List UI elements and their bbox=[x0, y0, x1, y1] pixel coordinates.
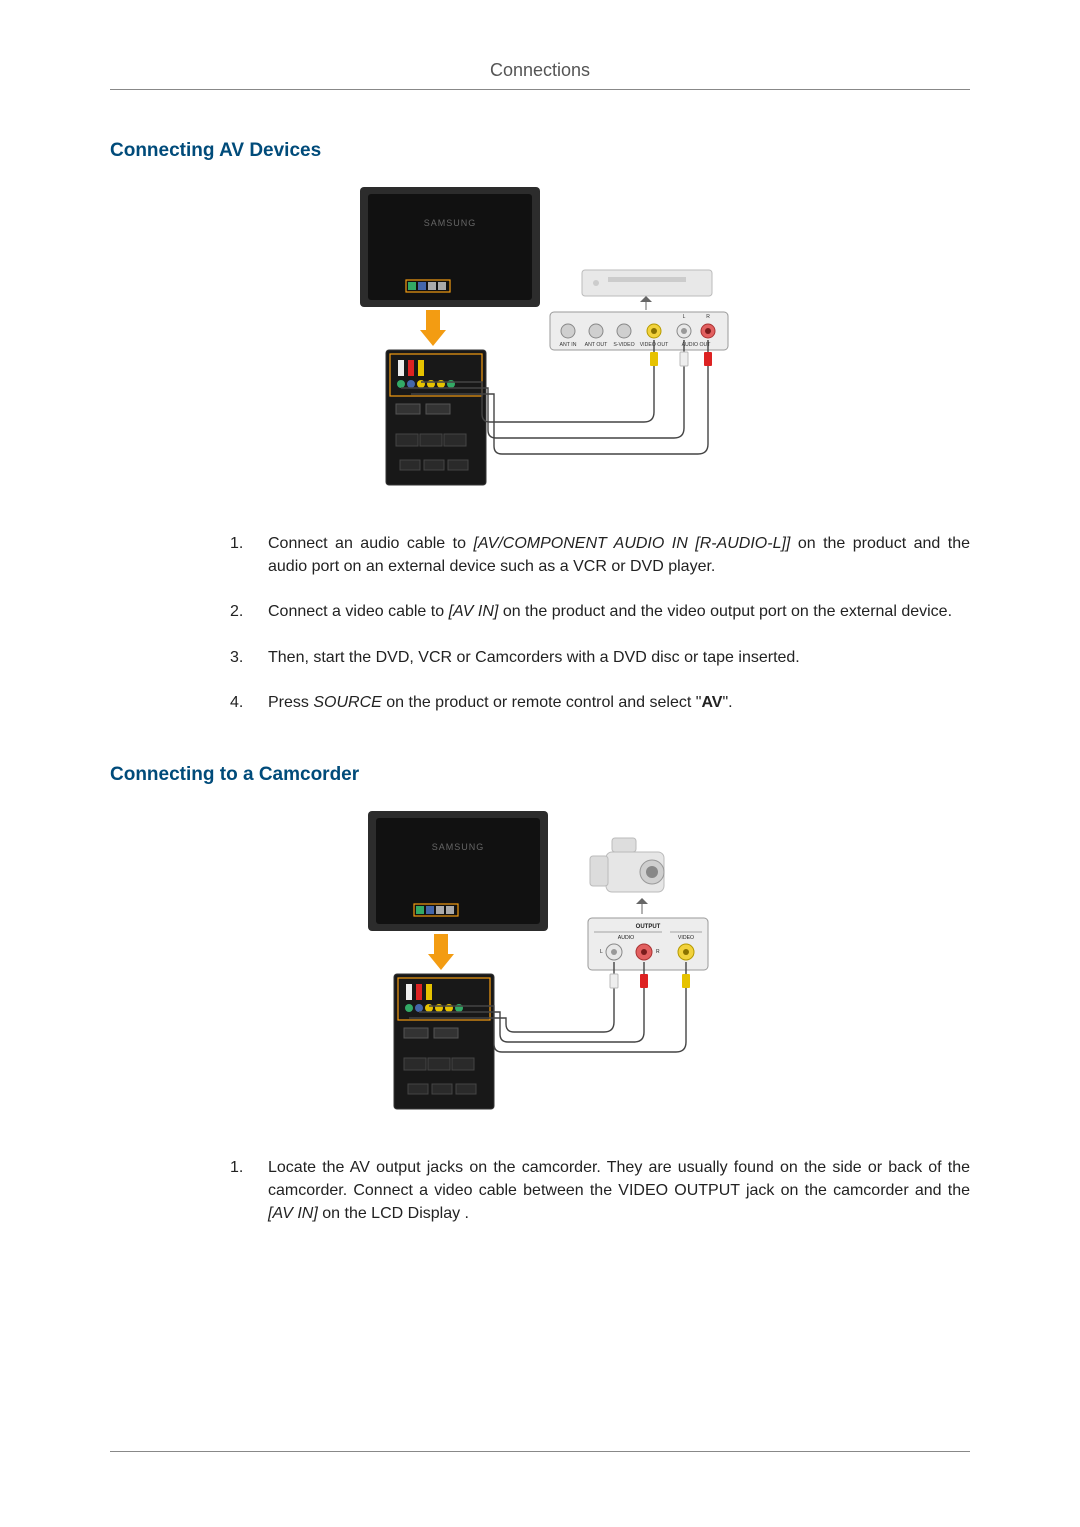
svg-text:L: L bbox=[683, 314, 686, 320]
svg-text:ANT OUT: ANT OUT bbox=[585, 342, 609, 348]
steps-av-devices: Connect an audio cable to [AV/COMPONENT … bbox=[230, 532, 970, 714]
svg-text:S-VIDEO: S-VIDEO bbox=[613, 342, 634, 348]
step-item: Connect an audio cable to [AV/COMPONENT … bbox=[230, 532, 970, 578]
page: Connections Connecting AV Devices SAMSUN… bbox=[0, 0, 1080, 1527]
svg-text:SAMSUNG: SAMSUNG bbox=[424, 218, 477, 228]
section-heading-av-devices: Connecting AV Devices bbox=[110, 140, 970, 162]
step-em: [AV/COMPONENT AUDIO IN [R-AUDIO-L]] bbox=[473, 535, 797, 552]
svg-text:SAMSUNG: SAMSUNG bbox=[432, 842, 485, 852]
step-text: Press bbox=[268, 694, 313, 711]
svg-text:AUDIO OUT: AUDIO OUT bbox=[682, 342, 712, 348]
figure-camcorder-svg: SAMSUNG bbox=[360, 806, 720, 1116]
step-item: Then, start the DVD, VCR or Camcorders w… bbox=[230, 646, 970, 669]
figure-camcorder: SAMSUNG bbox=[110, 806, 970, 1116]
svg-text:R: R bbox=[706, 314, 710, 320]
step-text: on the LCD Display . bbox=[322, 1205, 469, 1222]
svg-text:OUTPUT: OUTPUT bbox=[636, 924, 661, 930]
svg-text:ANT IN: ANT IN bbox=[560, 342, 577, 348]
step-text: on the product and the video output port… bbox=[503, 603, 952, 620]
step-item: Press SOURCE on the product or remote co… bbox=[230, 691, 970, 714]
step-em: SOURCE bbox=[313, 694, 386, 711]
step-text: Connect an audio cable to bbox=[268, 535, 473, 552]
svg-text:VIDEO: VIDEO bbox=[678, 935, 694, 941]
step-text: ". bbox=[722, 694, 732, 711]
step-bold: AV bbox=[701, 694, 722, 711]
step-em: [AV IN] bbox=[268, 1205, 322, 1222]
steps-camcorder: Locate the AV output jacks on the camcor… bbox=[230, 1156, 970, 1226]
step-text: Then, start the DVD, VCR or Camcorders w… bbox=[268, 649, 800, 666]
svg-text:R: R bbox=[656, 949, 660, 955]
step-text: on the product or remote control and sel… bbox=[386, 694, 701, 711]
section-heading-camcorder: Connecting to a Camcorder bbox=[110, 764, 970, 786]
figure-av-devices: SAMSUNG bbox=[110, 182, 970, 492]
figure-av-svg: SAMSUNG bbox=[350, 182, 730, 492]
svg-text:L: L bbox=[600, 949, 603, 955]
step-em: [AV IN] bbox=[449, 603, 503, 620]
svg-text:AUDIO: AUDIO bbox=[618, 935, 634, 941]
page-header: Connections bbox=[110, 60, 970, 90]
step-text: Locate the AV output jacks on the camcor… bbox=[268, 1159, 970, 1199]
footer-rule bbox=[110, 1451, 970, 1452]
step-item: Locate the AV output jacks on the camcor… bbox=[230, 1156, 970, 1226]
step-text: Connect a video cable to bbox=[268, 603, 449, 620]
step-item: Connect a video cable to [AV IN] on the … bbox=[230, 600, 970, 623]
